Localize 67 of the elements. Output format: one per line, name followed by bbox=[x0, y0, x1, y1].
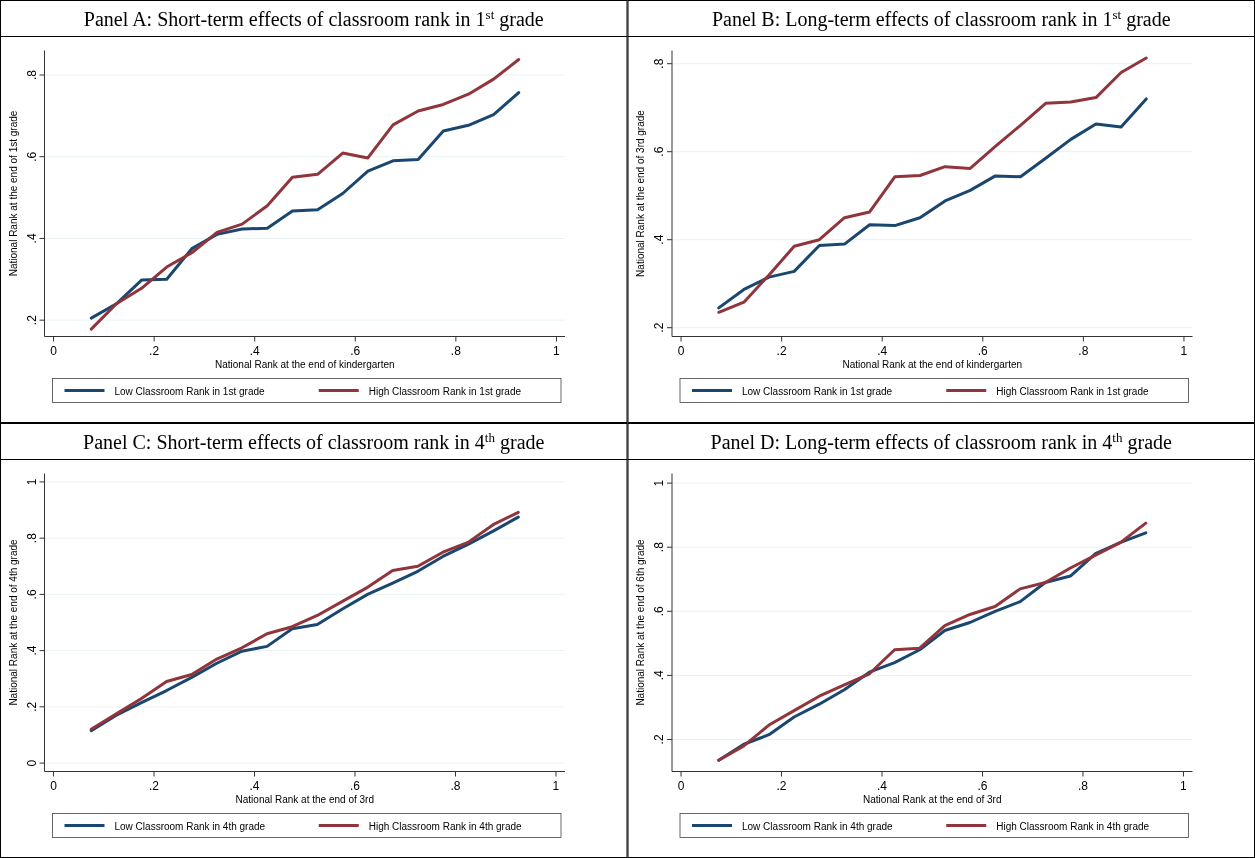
x-tick-label: .2 bbox=[149, 343, 160, 358]
y-tick-label: 1 bbox=[652, 479, 666, 487]
chart-title: Panel D: Long-term effects of classroom rank in 4$^{th}$ grade bbox=[710, 429, 1173, 454]
legend-label: High Classroom Rank in 1st grade bbox=[368, 385, 522, 397]
x-tick-label: .4 bbox=[249, 778, 260, 793]
y-tick-label: .8 bbox=[652, 541, 666, 553]
y-tick-label: 0 bbox=[24, 759, 39, 767]
legend-label: Low Classroom Rank in 4th grade bbox=[114, 820, 266, 832]
line-series bbox=[89, 91, 521, 320]
y-tick-label: .2 bbox=[652, 322, 666, 333]
y-tick-label: .6 bbox=[652, 146, 666, 157]
x-tick-label: .2 bbox=[776, 343, 787, 358]
y-tick-label: .2 bbox=[24, 314, 39, 326]
x-tick-label: .2 bbox=[776, 778, 787, 793]
chart-title: Panel C: Short-term effects of classroom rank in 4$^{th}$ grade bbox=[83, 429, 545, 454]
legend-label: Low Classroom Rank in 4th grade bbox=[742, 820, 894, 832]
x-tick-label: 1 bbox=[1180, 343, 1188, 358]
legend-label: High Classroom Rank in 4th grade bbox=[996, 820, 1150, 832]
y-tick-label: .8 bbox=[24, 69, 39, 81]
x-tick-label: .8 bbox=[450, 343, 462, 358]
legend-label: Low Classroom Rank in 1st grade bbox=[742, 385, 893, 397]
x-tick-label: .8 bbox=[1078, 343, 1089, 358]
y-tick-label: .4 bbox=[24, 233, 39, 244]
x-tick-label: 0 bbox=[50, 778, 58, 793]
x-tick-label: .6 bbox=[977, 778, 988, 793]
x-tick-label: .2 bbox=[149, 778, 160, 793]
legend-label: High Classroom Rank in 1st grade bbox=[996, 385, 1149, 397]
x-tick-label: .6 bbox=[349, 778, 361, 793]
x-tick-label: .6 bbox=[977, 343, 989, 358]
line-series bbox=[717, 97, 1148, 310]
y-tick-label: .8 bbox=[24, 532, 39, 544]
y-tick-label: .4 bbox=[24, 645, 39, 656]
legend-label: Low Classroom Rank in 1st grade bbox=[114, 385, 266, 397]
x-tick-label: 0 bbox=[677, 343, 685, 358]
y-axis-title: National Rank at the end of 3rd grade bbox=[635, 109, 646, 277]
y-tick-label: .6 bbox=[24, 151, 39, 162]
x-tick-label: 1 bbox=[552, 778, 560, 793]
x-tick-label: .8 bbox=[450, 778, 461, 793]
x-tick-label: .6 bbox=[350, 343, 361, 358]
y-tick-label: 1 bbox=[24, 478, 39, 486]
line-series bbox=[89, 57, 521, 331]
y-axis-title: National Rank at the end of 1st grade bbox=[7, 110, 19, 277]
x-tick-label: 1 bbox=[553, 343, 561, 358]
x-tick-label: 1 bbox=[1180, 778, 1188, 793]
x-axis-title: National Rank at the end of kindergarten bbox=[214, 358, 395, 370]
y-tick-label: .8 bbox=[652, 58, 666, 69]
x-axis-title: National Rank at the end of kindergarten bbox=[842, 358, 1023, 370]
x-tick-label: .8 bbox=[1077, 778, 1089, 793]
x-tick-label: 0 bbox=[677, 778, 685, 793]
x-tick-label: 0 bbox=[50, 343, 58, 358]
y-tick-label: .4 bbox=[652, 670, 666, 681]
x-tick-label: .4 bbox=[249, 343, 261, 358]
y-axis-title: National Rank at the end of 4th grade bbox=[7, 538, 19, 706]
y-tick-label: .2 bbox=[652, 734, 666, 745]
x-axis-title: National Rank at the end of 3rd bbox=[863, 793, 1002, 805]
y-tick-label: .6 bbox=[24, 589, 39, 600]
y-tick-label: .4 bbox=[652, 234, 666, 245]
line-series bbox=[717, 56, 1148, 314]
x-axis-title: National Rank at the end of 3rd bbox=[235, 793, 374, 805]
y-tick-label: .2 bbox=[24, 701, 39, 712]
x-tick-label: .4 bbox=[877, 778, 888, 793]
legend-label: High Classroom Rank in 4th grade bbox=[368, 820, 523, 832]
y-axis-title: National Rank at the end of 6th grade bbox=[635, 538, 646, 706]
chart-title: Panel A: Short-term effects of classroom rank in 1$^{st}$ grade bbox=[83, 6, 544, 31]
y-tick-label: .6 bbox=[652, 605, 666, 617]
chart-title: Panel B: Long-term effects of classroom rank in 1$^{st}$ grade bbox=[711, 6, 1171, 31]
x-tick-label: .4 bbox=[877, 343, 888, 358]
